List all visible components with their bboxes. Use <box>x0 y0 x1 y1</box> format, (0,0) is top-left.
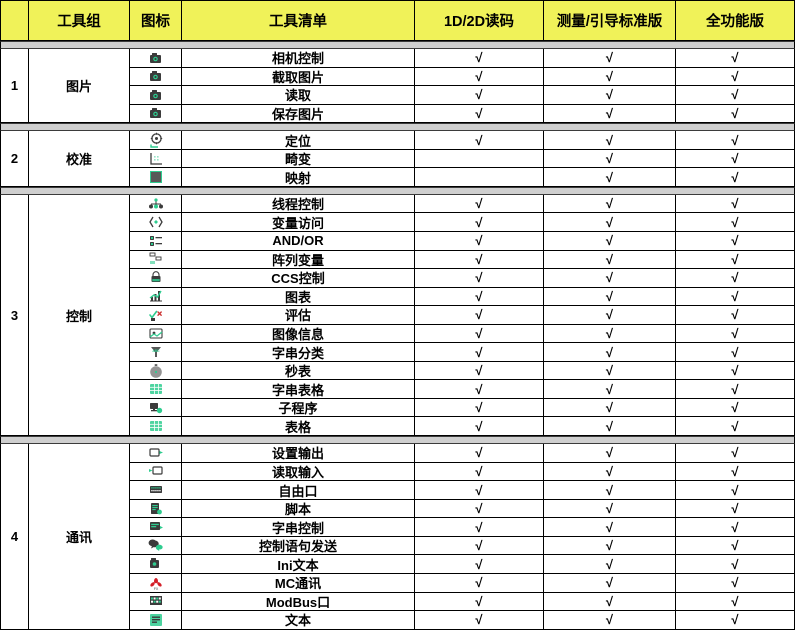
svg-text:ABC: ABC <box>152 349 160 353</box>
svg-text:FX: FX <box>153 587 158 591</box>
